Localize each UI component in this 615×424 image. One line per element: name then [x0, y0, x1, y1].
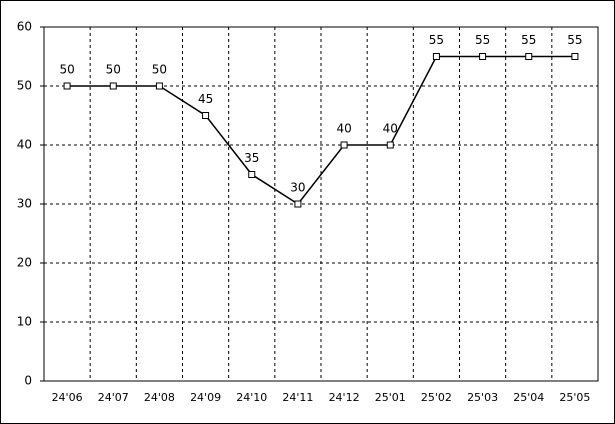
data-label: 50 [106, 63, 121, 77]
x-tick-label: 24'10 [236, 391, 267, 404]
x-tick-label: 25'01 [375, 391, 406, 404]
marker [432, 53, 440, 60]
line [67, 55, 575, 205]
marker [109, 82, 117, 90]
x-tick-label: 25'04 [513, 391, 544, 404]
plot-area [43, 26, 599, 382]
y-tick-label: 10 [17, 315, 32, 329]
marker [386, 141, 394, 149]
data-label: 55 [475, 33, 490, 47]
marker [571, 53, 579, 60]
data-label: 40 [383, 122, 398, 136]
marker [340, 141, 348, 149]
marker [155, 82, 163, 90]
y-tick-label: 0 [24, 374, 32, 388]
data-label: 40 [336, 122, 351, 136]
y-tick-label: 20 [17, 256, 32, 270]
y-tick-label: 50 [17, 79, 32, 93]
marker [202, 112, 210, 119]
data-label: 50 [152, 63, 167, 77]
data-label: 30 [290, 181, 305, 195]
data-label: 55 [521, 33, 536, 47]
x-tick-label: 24'12 [329, 391, 360, 404]
data-label: 50 [59, 63, 74, 77]
x-tick-label: 24'06 [52, 391, 83, 404]
x-tick-label: 25'05 [559, 391, 590, 404]
marker [525, 53, 533, 60]
x-tick-label: 25'02 [421, 391, 452, 404]
y-tick-label: 30 [17, 197, 32, 211]
x-tick-label: 24'08 [144, 391, 175, 404]
data-label: 35 [244, 151, 259, 165]
x-tick-label: 24'07 [98, 391, 129, 404]
marker [294, 200, 302, 208]
marker [248, 171, 256, 178]
data-label: 55 [429, 33, 444, 47]
x-tick-label: 25'03 [467, 391, 498, 404]
data-label: 45 [198, 92, 213, 106]
x-tick-label: 24'11 [282, 391, 313, 404]
y-tick-label: 40 [17, 138, 32, 152]
data-label: 55 [567, 33, 582, 47]
marker [479, 53, 487, 60]
x-tick-label: 24'09 [190, 391, 221, 404]
marker [63, 82, 71, 90]
y-tick-label: 60 [17, 20, 32, 34]
